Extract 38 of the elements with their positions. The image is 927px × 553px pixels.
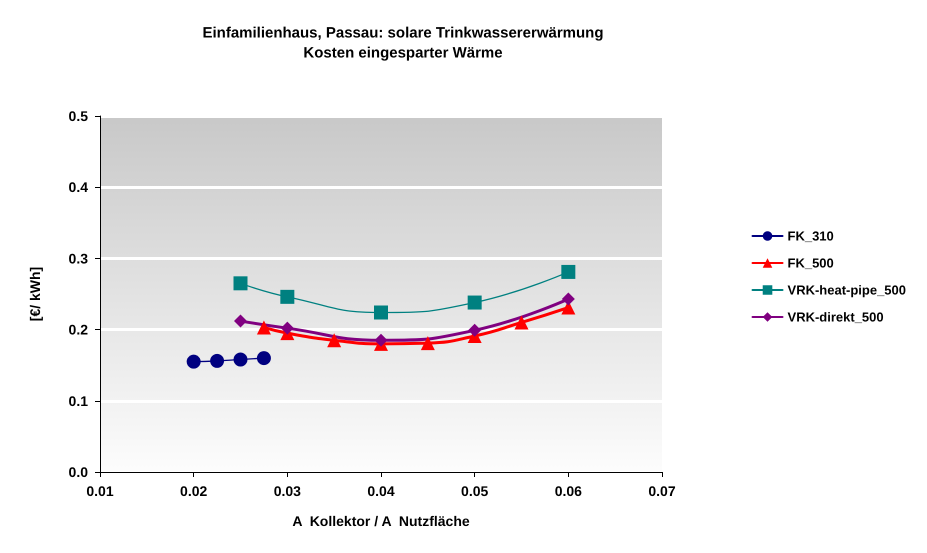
point [280,322,294,335]
point [468,296,482,310]
x-tick-label: 0.01 [86,483,114,499]
point [374,306,388,320]
legend-label: VRK-direkt_500 [788,310,884,324]
point [280,290,294,304]
point [327,333,342,348]
y-axis-title: [€/ kWh] [27,266,43,322]
point [210,354,224,368]
point [562,292,575,306]
x-tick-label: 0.03 [274,483,302,499]
y-tick-label: 0.2 [68,322,88,338]
y-tick-label: 0.1 [68,392,88,409]
point [256,320,271,334]
y-tick-label: 0.4 [68,179,88,196]
point [256,351,271,366]
point [234,352,248,366]
y-tick-label: 0.5 [68,108,88,124]
point [561,264,576,279]
legend-label: FK_500 [788,256,834,270]
y-tick-label: 0.3 [68,250,88,266]
chart-title: Einfamilienhaus, Passau: solare Trinkwassererwärmung Kosten eingesparter Wärme [202,24,604,62]
x-tick-label: 0.07 [648,483,676,499]
point [186,354,201,369]
point [420,336,435,350]
x-axis-title: A Kollektor / A Nutzfläche [292,513,470,529]
legend-label: FK_310 [788,228,834,244]
point [374,334,388,347]
legend-label: VRK-heat-pipe_500 [788,282,906,298]
point [234,276,248,290]
point [234,314,247,328]
point [468,324,482,337]
x-tick-label: 0.02 [180,483,208,499]
x-tick-label: 0.05 [461,483,489,499]
x-tick-label: 0.06 [554,483,582,499]
point [514,315,528,330]
y-tick-label: 0.0 [68,464,88,480]
x-tick-label: 0.04 [367,483,395,499]
